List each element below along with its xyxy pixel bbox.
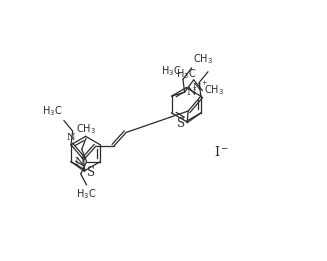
Text: $\mathregular{CH_3}$: $\mathregular{CH_3}$ (204, 84, 224, 98)
Text: N: N (187, 87, 197, 97)
Text: $\mathregular{H_3C}$: $\mathregular{H_3C}$ (42, 105, 62, 118)
Text: $\mathregular{CH_3}$: $\mathregular{CH_3}$ (193, 52, 213, 66)
Text: N$^+$: N$^+$ (192, 80, 209, 93)
Text: S: S (87, 166, 95, 179)
Text: $\mathregular{H_3C}$: $\mathregular{H_3C}$ (176, 67, 197, 81)
Text: $\mathregular{H_3C}$: $\mathregular{H_3C}$ (77, 187, 97, 201)
Text: $\mathregular{H_3C}$: $\mathregular{H_3C}$ (161, 64, 181, 78)
Text: N: N (66, 133, 75, 141)
Text: I$^-$: I$^-$ (214, 145, 229, 159)
Text: $\mathregular{CH_3}$: $\mathregular{CH_3}$ (76, 122, 96, 136)
Text: S: S (177, 117, 185, 130)
Text: N: N (75, 157, 84, 167)
